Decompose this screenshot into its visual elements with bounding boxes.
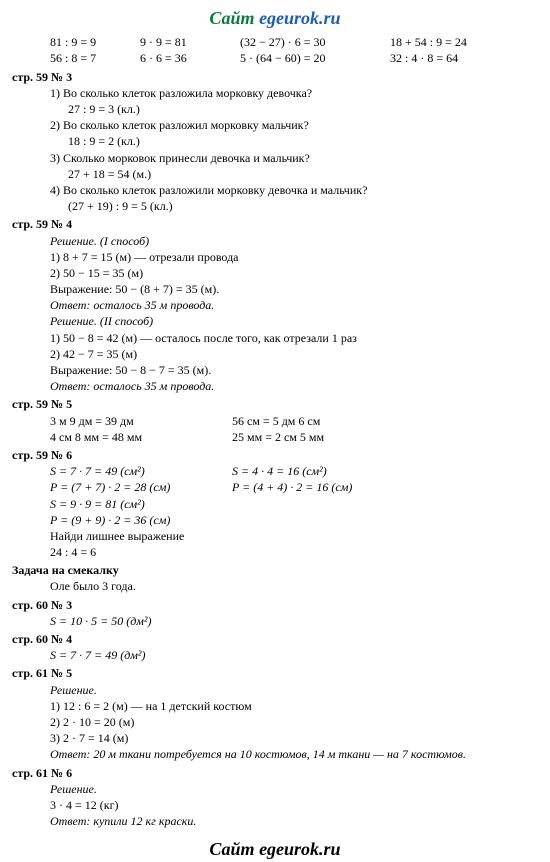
answer: 18 : 9 = 2 (кл.) (12, 133, 538, 149)
answer: Ответ: 20 м ткани потребуется на 10 кост… (12, 746, 538, 762)
text: Найди лишнее выражение (12, 528, 538, 544)
expression: Выражение: 50 − 8 − 7 = 35 (м). (12, 362, 538, 378)
question: 1) Во сколько клеток разложила морковку … (12, 85, 538, 101)
site-word-1: Сайт (209, 8, 254, 28)
arith-row-1: 81 : 9 = 9 9 · 9 = 81 (32 − 27) · 6 = 30… (12, 34, 538, 50)
question: 2) Во сколько клеток разложил морковку м… (12, 117, 538, 133)
answer: (27 + 19) : 9 = 5 (кл.) (12, 198, 538, 214)
site-word-2: egeurok.ru (259, 8, 341, 28)
text: Оле было 3 года. (12, 578, 538, 594)
unit-row: 4 см 8 мм = 48 мм 25 мм = 2 см 5 мм (12, 429, 538, 445)
unit-left: 4 см 8 мм = 48 мм (12, 429, 232, 445)
answer: 27 : 9 = 3 (кл.) (12, 101, 538, 117)
arith-cell: 6 · 6 = 36 (140, 50, 240, 66)
site-footer: Сайт egeurok.ru (12, 837, 538, 861)
formula-left: S = 7 · 7 = 49 (см²) (12, 463, 232, 479)
method-title: Решение. (12, 682, 538, 698)
arith-cell: 18 + 54 : 9 = 24 (390, 34, 530, 50)
formula-row: S = 7 · 7 = 49 (см²) S = 4 · 4 = 16 (см²… (12, 463, 538, 479)
site-word-2: egeurok.ru (259, 839, 341, 859)
step: 2) 42 − 7 = 35 (м) (12, 346, 538, 362)
method-title: Решение. (II способ) (12, 313, 538, 329)
formula: S = 9 · 9 = 81 (см²) (12, 496, 538, 512)
site-word-1: Сайт (209, 839, 254, 859)
question: 3) Сколько морковок принесли девочка и м… (12, 150, 538, 166)
question: 4) Во сколько клеток разложили морковку … (12, 182, 538, 198)
step: 1) 12 : 6 = 2 (м) — на 1 детский костюм (12, 698, 538, 714)
arith-cell: 56 : 8 = 7 (50, 50, 140, 66)
unit-right: 25 мм = 2 см 5 мм (232, 429, 538, 445)
arith-cell: 5 · (64 − 60) = 20 (240, 50, 390, 66)
section-head: стр. 60 № 4 (12, 631, 538, 647)
section-head: Задача на смекалку (12, 562, 538, 578)
section-head: стр. 60 № 3 (12, 597, 538, 613)
step: 2) 50 − 15 = 35 (м) (12, 265, 538, 281)
step: 2) 2 · 10 = 20 (м) (12, 714, 538, 730)
answer: 27 + 18 = 54 (м.) (12, 166, 538, 182)
unit-row: 3 м 9 дм = 39 дм 56 см = 5 дм 6 см (12, 413, 538, 429)
formula-right: S = 4 · 4 = 16 (см²) (232, 463, 538, 479)
answer: Ответ: купили 12 кг краски. (12, 813, 538, 829)
section-head: стр. 59 № 6 (12, 447, 538, 463)
site-header: Сайт egeurok.ru (12, 6, 538, 30)
formula: P = (9 + 9) · 2 = 36 (см) (12, 512, 538, 528)
step: 1) 8 + 7 = 15 (м) — отрезали провода (12, 249, 538, 265)
unit-left: 3 м 9 дм = 39 дм (12, 413, 232, 429)
section-head: стр. 59 № 3 (12, 69, 538, 85)
formula-right: P = (4 + 4) · 2 = 16 (см) (232, 479, 538, 495)
formula-row: P = (7 + 7) · 2 = 28 (см) P = (4 + 4) · … (12, 479, 538, 495)
expression: Выражение: 50 − (8 + 7) = 35 (м). (12, 281, 538, 297)
step: 1) 50 − 8 = 42 (м) — осталось после того… (12, 330, 538, 346)
answer: Ответ: осталось 35 м провода. (12, 378, 538, 394)
arith-cell: 81 : 9 = 9 (50, 34, 140, 50)
section-head: стр. 61 № 5 (12, 665, 538, 681)
text: 24 : 4 = 6 (12, 544, 538, 560)
section-head: стр. 59 № 5 (12, 396, 538, 412)
arith-cell: 9 · 9 = 81 (140, 34, 240, 50)
section-head: стр. 59 № 4 (12, 216, 538, 232)
section-head: стр. 61 № 6 (12, 765, 538, 781)
arith-cell: (32 − 27) · 6 = 30 (240, 34, 390, 50)
unit-right: 56 см = 5 дм 6 см (232, 413, 538, 429)
answer: Ответ: осталось 35 м провода. (12, 297, 538, 313)
step: 3) 2 · 7 = 14 (м) (12, 730, 538, 746)
formula: S = 7 · 7 = 49 (дм²) (12, 647, 538, 663)
step: 3 · 4 = 12 (кг) (12, 797, 538, 813)
formula: S = 10 · 5 = 50 (дм²) (12, 613, 538, 629)
arith-cell: 32 : 4 · 8 = 64 (390, 50, 530, 66)
method-title: Решение. (12, 781, 538, 797)
method-title: Решение. (I способ) (12, 233, 538, 249)
formula-left: P = (7 + 7) · 2 = 28 (см) (12, 479, 232, 495)
arith-row-2: 56 : 8 = 7 6 · 6 = 36 5 · (64 − 60) = 20… (12, 50, 538, 66)
